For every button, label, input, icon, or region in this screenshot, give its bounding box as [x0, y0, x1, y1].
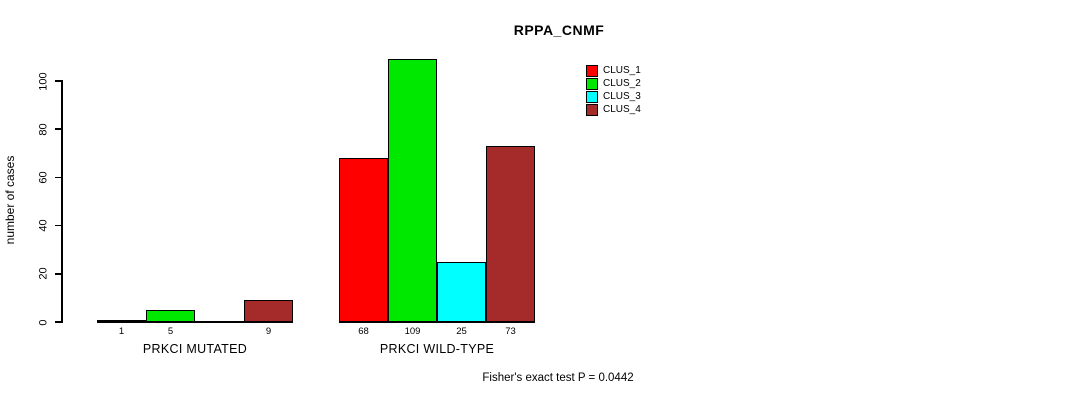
bar-clus_4 [244, 300, 293, 322]
group-baseline [339, 321, 535, 323]
bar-clus_4 [486, 146, 535, 322]
bar-value-label: 109 [404, 326, 421, 337]
y-axis-line [61, 80, 63, 323]
legend-label: CLUS_4 [603, 104, 641, 115]
y-tick [55, 176, 62, 179]
legend-swatch [586, 90, 598, 103]
y-tick-label: 20 [37, 267, 50, 280]
y-tick-label: 100 [37, 71, 50, 91]
bar-clus_1 [339, 158, 388, 322]
chart-title: RPPA_CNMF [513, 22, 605, 38]
y-tick [55, 321, 62, 323]
group-label: PRKCI MUTATED [142, 342, 248, 356]
y-tick [55, 224, 62, 227]
y-tick [55, 128, 62, 130]
bar-clus_2 [388, 59, 437, 322]
legend-label: CLUS_2 [603, 78, 641, 89]
bar-clus_1 [97, 319, 146, 322]
legend-item: CLUS_3 [586, 90, 641, 103]
y-tick-label: 0 [37, 318, 50, 326]
bar-value-label: 68 [358, 326, 369, 337]
bar-value-label: 1 [118, 326, 125, 337]
legend-label: CLUS_3 [603, 91, 641, 102]
y-tick [55, 273, 62, 275]
p-value-note: Fisher's exact test P = 0.0442 [482, 372, 634, 384]
bar-clus_2 [146, 309, 195, 322]
legend-label: CLUS_1 [603, 65, 641, 76]
y-tick-label: 40 [37, 219, 50, 232]
bar-clus_3 [437, 261, 486, 322]
legend-swatch [586, 77, 598, 90]
bar-value-label: 25 [456, 326, 467, 337]
group-baseline [97, 321, 293, 323]
legend-swatch [586, 103, 598, 116]
legend-item: CLUS_4 [586, 103, 641, 116]
bar-value-label: 73 [505, 326, 516, 337]
y-tick-label: 60 [37, 171, 50, 184]
legend-item: CLUS_2 [586, 77, 641, 90]
y-axis-title: number of cases [3, 155, 17, 245]
y-tick [55, 80, 62, 82]
legend-item: CLUS_1 [586, 64, 641, 77]
bar-value-label: 5 [167, 326, 174, 337]
group-label: PRKCI WILD-TYPE [379, 342, 495, 356]
y-tick-label: 80 [37, 123, 50, 136]
legend: CLUS_1 CLUS_2 CLUS_3 CLUS_4 [586, 64, 641, 116]
bar-value-label: 9 [265, 326, 272, 337]
legend-swatch [586, 64, 598, 77]
